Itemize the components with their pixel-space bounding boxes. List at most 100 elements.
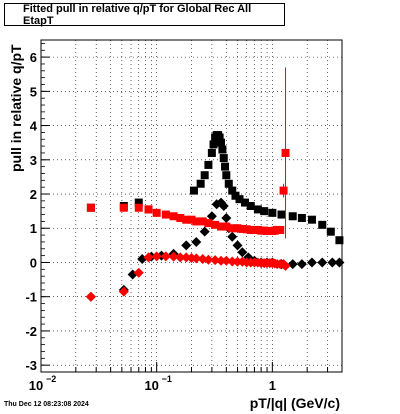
y-tick-label: 1 <box>30 221 37 236</box>
data-point-square <box>192 217 201 226</box>
series-2 <box>86 67 290 239</box>
data-point-square <box>204 219 213 228</box>
data-points <box>85 67 345 302</box>
data-point-diamond <box>232 240 243 251</box>
y-tick-label: 5 <box>30 84 37 99</box>
y-tick-label: 0 <box>30 255 37 270</box>
series-3 <box>85 251 291 302</box>
x-axis-label: pT/|q| (GeV/c) <box>249 395 340 411</box>
data-point-square <box>253 205 262 214</box>
data-point-square <box>134 203 143 212</box>
data-point-square <box>211 220 220 229</box>
data-point-square <box>222 171 231 180</box>
data-point-diamond <box>191 253 202 264</box>
data-point-diamond <box>218 201 229 211</box>
data-point-diamond <box>191 236 202 247</box>
data-point-diamond <box>151 251 162 262</box>
data-point-diamond <box>168 251 179 262</box>
data-point-diamond <box>160 251 171 262</box>
data-point-square <box>222 222 231 231</box>
data-point-square <box>204 160 213 169</box>
data-point-diamond <box>280 260 291 271</box>
data-point-diamond <box>334 257 345 268</box>
y-tick-label: -1 <box>25 290 37 305</box>
y-axis-label: pull in relative q/pT <box>8 44 24 172</box>
x-tick-label-base: 10 <box>29 378 43 393</box>
timestamp: Thu Dec 12 08:23:08 2024 <box>4 401 89 408</box>
x-tick-label: 10 −2 <box>29 374 57 393</box>
data-point-square <box>189 186 198 195</box>
y-tick-labels: -3 -2 -1 0 1 2 3 4 5 6 <box>25 50 37 373</box>
data-point-square <box>217 222 226 231</box>
y-tick-label: -2 <box>25 324 37 339</box>
y-tick-label: 2 <box>30 187 37 202</box>
data-point-square <box>209 140 218 149</box>
data-point-square <box>326 227 335 236</box>
data-point-square <box>218 145 227 154</box>
data-point-square <box>235 195 244 204</box>
data-point-square <box>161 210 170 219</box>
data-point-square <box>246 202 255 210</box>
data-point-diamond <box>143 252 154 263</box>
data-point-square <box>219 154 228 163</box>
data-point-square <box>242 225 251 234</box>
data-point-square <box>86 203 95 212</box>
data-point-square <box>268 208 277 217</box>
data-point-square <box>198 217 207 226</box>
data-point-diamond <box>175 252 186 263</box>
data-point-diamond <box>197 254 208 265</box>
data-point-square <box>152 208 161 217</box>
x-tick-label: 1 <box>269 378 276 393</box>
chart-title: Fitted pull in relative q/pT for Global … <box>23 2 252 27</box>
y-tick-label: 4 <box>30 119 38 134</box>
data-point-diamond <box>306 257 317 268</box>
data-point-square <box>279 186 288 195</box>
x-tick-label-exponent: −2 <box>46 374 56 384</box>
data-point-square <box>224 179 233 188</box>
y-tick-label: 6 <box>30 50 37 65</box>
grid-lines <box>40 40 343 372</box>
data-point-square <box>240 198 249 207</box>
data-point-diamond <box>287 259 298 270</box>
data-point-square <box>335 236 344 245</box>
y-tick-label: -3 <box>25 358 37 373</box>
data-point-square <box>238 224 247 233</box>
data-point-square <box>233 224 242 233</box>
data-point-square <box>307 215 316 224</box>
data-point-square <box>277 210 286 219</box>
data-point-square <box>176 213 185 222</box>
data-point-square <box>119 203 128 212</box>
x-tick-labels: 10 −2 10 −1 1 <box>29 374 276 393</box>
data-point-diamond <box>203 254 214 265</box>
data-point-square <box>196 179 205 188</box>
x-tick-label-base: 1 <box>269 378 276 393</box>
y-tick-label: 3 <box>30 153 37 168</box>
data-point-square <box>228 224 237 233</box>
data-point-diamond <box>221 255 232 266</box>
data-point-diamond <box>118 286 129 297</box>
data-point-square <box>276 225 285 234</box>
data-point-square <box>217 138 226 147</box>
data-point-diamond <box>216 255 227 266</box>
data-point-diamond <box>296 259 307 270</box>
data-point-square <box>231 191 240 200</box>
data-point-diamond <box>85 291 96 302</box>
data-point-diamond <box>227 231 238 242</box>
data-point-diamond <box>133 267 144 278</box>
data-point-diamond <box>221 212 232 223</box>
data-point-square <box>215 133 224 142</box>
chart-title-box: Fitted pull in relative q/pT for Global … <box>4 2 285 27</box>
data-point-diamond <box>210 255 221 266</box>
data-point-diamond <box>317 257 328 268</box>
x-tick-label: 10 −1 <box>144 374 172 393</box>
data-point-diamond <box>206 211 217 222</box>
data-point-square <box>260 207 269 216</box>
data-point-diamond <box>237 247 248 258</box>
data-point-diamond <box>199 226 210 237</box>
x-tick-label-exponent: −1 <box>162 374 172 384</box>
data-point-square <box>169 212 178 221</box>
x-tick-label-base: 10 <box>144 378 158 393</box>
data-point-square <box>281 148 290 157</box>
data-point-square <box>297 213 306 222</box>
